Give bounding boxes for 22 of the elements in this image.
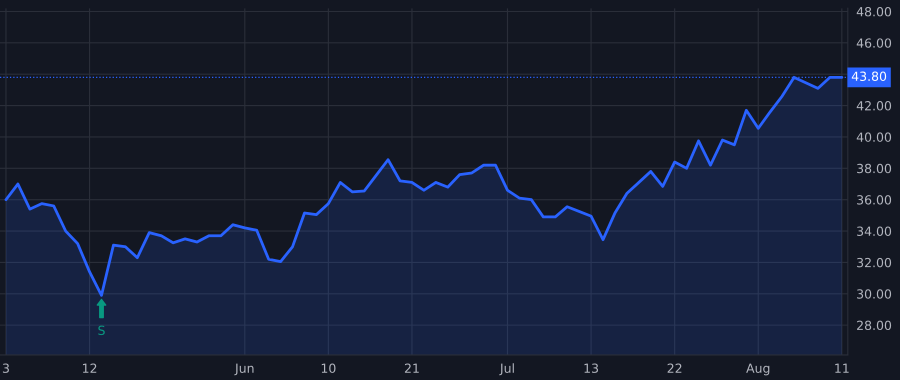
y-tick-label: 30.00 bbox=[857, 289, 892, 299]
x-tick-label: 22 bbox=[668, 363, 682, 373]
x-tick-label: 12 bbox=[82, 363, 96, 373]
x-tick-label: 3 bbox=[2, 363, 9, 373]
x-tick-label: Aug bbox=[746, 364, 770, 376]
x-tick-label: 13 bbox=[584, 363, 598, 373]
x-tick-label: 10 bbox=[322, 363, 336, 373]
y-tick-label: 48.00 bbox=[856, 6, 892, 16]
y-tick-label: 38.00 bbox=[857, 164, 892, 174]
y-tick-label: 34.00 bbox=[857, 226, 892, 236]
annotation: S bbox=[98, 326, 105, 336]
x-tick-label: 11 bbox=[835, 364, 849, 373]
x-tick-label: 21 bbox=[404, 363, 419, 373]
y-tick-label: 40.00 bbox=[856, 132, 892, 142]
ref-line-label: 43.80 bbox=[852, 72, 886, 81]
x-tick-label: Jun bbox=[234, 364, 254, 376]
x-tick-label: Jul bbox=[499, 363, 514, 376]
y-tick-label: 42.00 bbox=[856, 101, 892, 111]
y-tick-label: 46.00 bbox=[856, 38, 892, 48]
y-tick-label: 36.00 bbox=[857, 195, 892, 205]
y-tick-label: 32.00 bbox=[857, 258, 892, 268]
y-tick-label: 28.00 bbox=[857, 320, 892, 330]
